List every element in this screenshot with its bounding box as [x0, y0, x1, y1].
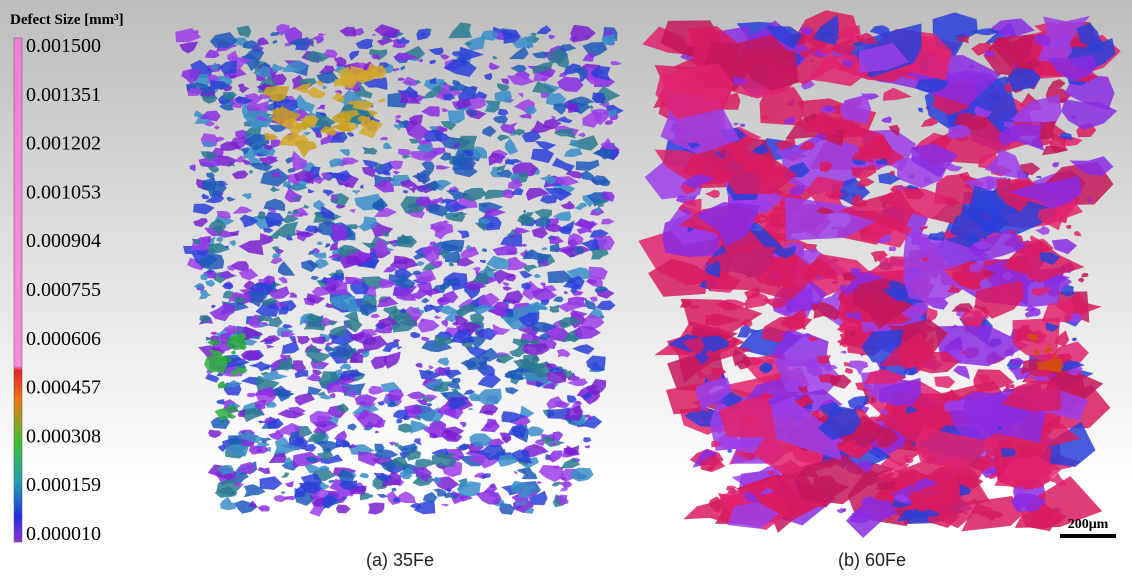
defect: [466, 42, 471, 45]
caption: (b) 60Fe: [838, 550, 906, 570]
defect: [330, 224, 348, 241]
colorbar-tick-label: 0.000457: [26, 377, 101, 399]
defect: [283, 181, 292, 187]
figure: Defect Size [mm³] 0.001500 0.001351 0.0012…: [0, 0, 1132, 583]
defect: [890, 171, 895, 176]
colorbar-title: Defect Size [mm³]: [10, 12, 124, 28]
colorbar-tick-label: 0.000904: [26, 230, 101, 252]
defect: [217, 65, 220, 68]
scale-bar-label: 200μm: [1068, 517, 1109, 532]
defect: [564, 291, 568, 294]
defect: [889, 246, 897, 251]
colorbar-tick-label: 0.001053: [26, 181, 101, 203]
colorbar-tick-label: 0.000606: [26, 328, 101, 350]
caption: (a) 35Fe: [366, 550, 434, 570]
colorbar-tick-label: 0.001351: [26, 84, 101, 106]
colorbar: [14, 38, 22, 542]
colorbar-tick-label: 0.001202: [26, 133, 101, 155]
page: Defect Size [mm³] 0.001500 0.001351 0.0012…: [0, 0, 1132, 583]
colorbar-tick-label: 0.000159: [26, 474, 101, 496]
colorbar-tick-label: 0.001500: [26, 35, 101, 57]
colorbar-tick-label: 0.000010: [26, 523, 101, 545]
colorbar-tick-label: 0.000755: [26, 279, 101, 301]
colorbar-tick-label: 0.000308: [26, 425, 101, 447]
